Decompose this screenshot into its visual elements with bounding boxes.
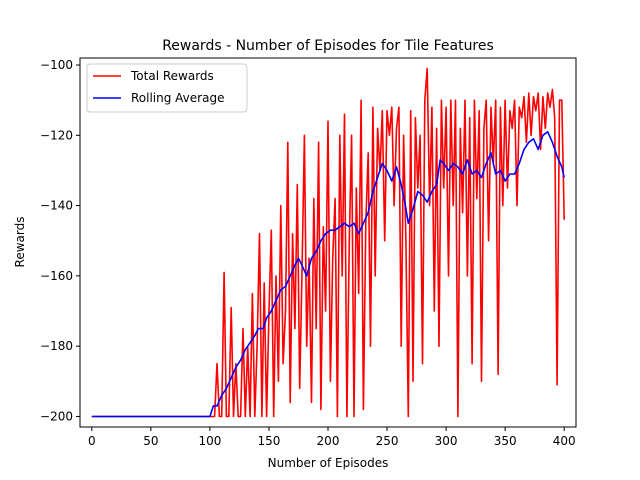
y-tick-label: −200 (40, 409, 73, 423)
chart-title: Rewards - Number of Episodes for Tile Fe… (162, 38, 494, 54)
legend-box (86, 63, 248, 113)
series-line-total-rewards (91, 67, 565, 418)
y-tick-label: −100 (40, 58, 73, 72)
x-axis-ticks: 0 50 100 150 200 250 300 350 400 (88, 427, 576, 448)
x-tick-label: 0 (88, 434, 96, 448)
legend-label-rolling-average: Rolling Average (131, 91, 224, 105)
series-line-rolling-average (91, 131, 565, 418)
x-axis-title: Number of Episodes (268, 456, 389, 470)
x-tick-label: 50 (143, 434, 158, 448)
x-tick-label: 400 (553, 434, 576, 448)
y-tick-label: −120 (40, 128, 73, 142)
x-tick-label: 150 (257, 434, 280, 448)
y-tick-label: −160 (40, 269, 73, 283)
y-axis-ticks: −200 −180 −160 −140 −120 −100 (40, 58, 80, 423)
legend-label-total-rewards: Total Rewards (130, 69, 214, 83)
legend: Total Rewards Rolling Average (86, 63, 248, 113)
x-tick-label: 100 (198, 434, 221, 448)
y-axis-title: Rewards (13, 217, 27, 268)
x-tick-label: 250 (376, 434, 399, 448)
x-tick-label: 200 (317, 434, 340, 448)
x-tick-label: 300 (435, 434, 458, 448)
y-tick-label: −180 (40, 339, 73, 353)
y-tick-label: −140 (40, 199, 73, 213)
x-tick-label: 350 (494, 434, 517, 448)
plot-series (91, 67, 565, 418)
